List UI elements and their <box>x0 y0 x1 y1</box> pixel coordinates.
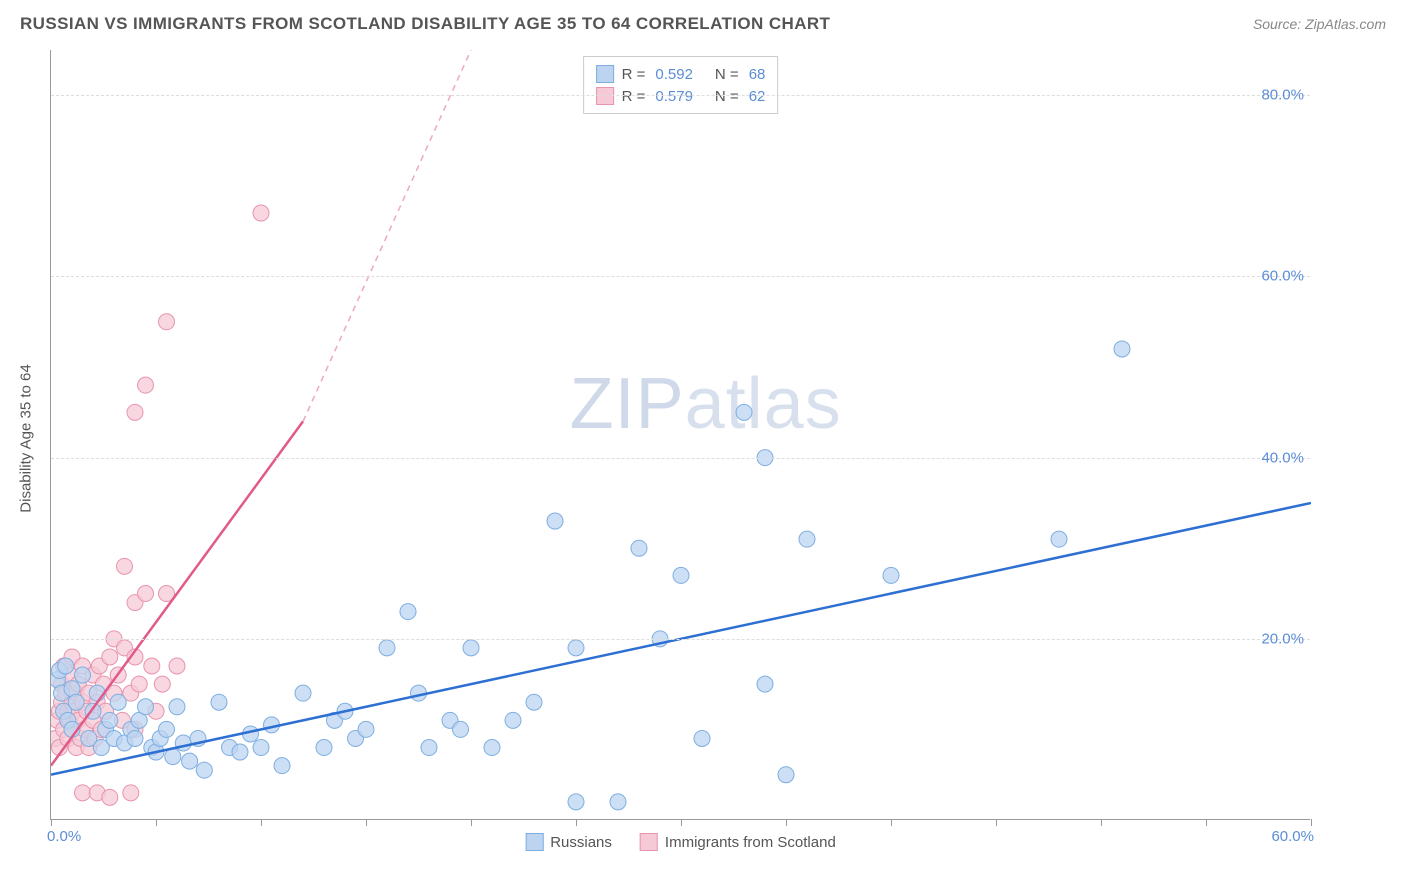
x-tick <box>471 819 472 826</box>
y-tick-label: 40.0% <box>1261 449 1304 466</box>
chart-title: RUSSIAN VS IMMIGRANTS FROM SCOTLAND DISA… <box>20 14 830 34</box>
chart-header: RUSSIAN VS IMMIGRANTS FROM SCOTLAND DISA… <box>0 0 1406 42</box>
swatch-blue <box>596 65 614 83</box>
gridline <box>51 458 1310 459</box>
y-axis-label: Disability Age 35 to 64 <box>18 364 35 512</box>
legend-row-russians: R = 0.592 N = 68 <box>596 63 766 85</box>
x-tick <box>576 819 577 826</box>
scatter-svg <box>51 50 1311 820</box>
x-tick <box>681 819 682 826</box>
gridline <box>51 276 1310 277</box>
x-tick <box>1206 819 1207 826</box>
x-tick <box>366 819 367 826</box>
legend-item-scotland: Immigrants from Scotland <box>640 833 836 851</box>
n-value: 68 <box>749 66 766 83</box>
gridline <box>51 95 1310 96</box>
x-tick <box>786 819 787 826</box>
r-value: 0.592 <box>655 66 693 83</box>
swatch-pink <box>640 833 658 851</box>
y-tick-label: 80.0% <box>1261 87 1304 104</box>
legend-item-russians: Russians <box>525 833 612 851</box>
y-tick-label: 60.0% <box>1261 268 1304 285</box>
r-label: R = <box>622 66 646 83</box>
x-tick <box>261 819 262 826</box>
x-tick <box>891 819 892 826</box>
legend-label: Russians <box>550 834 612 851</box>
x-tick <box>996 819 997 826</box>
y-tick-label: 20.0% <box>1261 630 1304 647</box>
x-axis-end: 60.0% <box>1271 828 1314 845</box>
gridline <box>51 639 1310 640</box>
series-legend: Russians Immigrants from Scotland <box>525 833 836 851</box>
chart-source: Source: ZipAtlas.com <box>1253 16 1386 32</box>
x-tick <box>1101 819 1102 826</box>
correlation-legend: R = 0.592 N = 68 R = 0.579 N = 62 <box>583 56 779 114</box>
n-label: N = <box>715 66 739 83</box>
x-tick <box>51 819 52 826</box>
x-tick <box>156 819 157 826</box>
chart-area: ZIPatlas R = 0.592 N = 68 R = 0.579 N = … <box>50 50 1310 820</box>
plot-region: ZIPatlas R = 0.592 N = 68 R = 0.579 N = … <box>50 50 1310 820</box>
legend-label: Immigrants from Scotland <box>665 834 836 851</box>
x-tick <box>1311 819 1312 826</box>
x-axis-start: 0.0% <box>47 828 81 845</box>
swatch-blue <box>525 833 543 851</box>
